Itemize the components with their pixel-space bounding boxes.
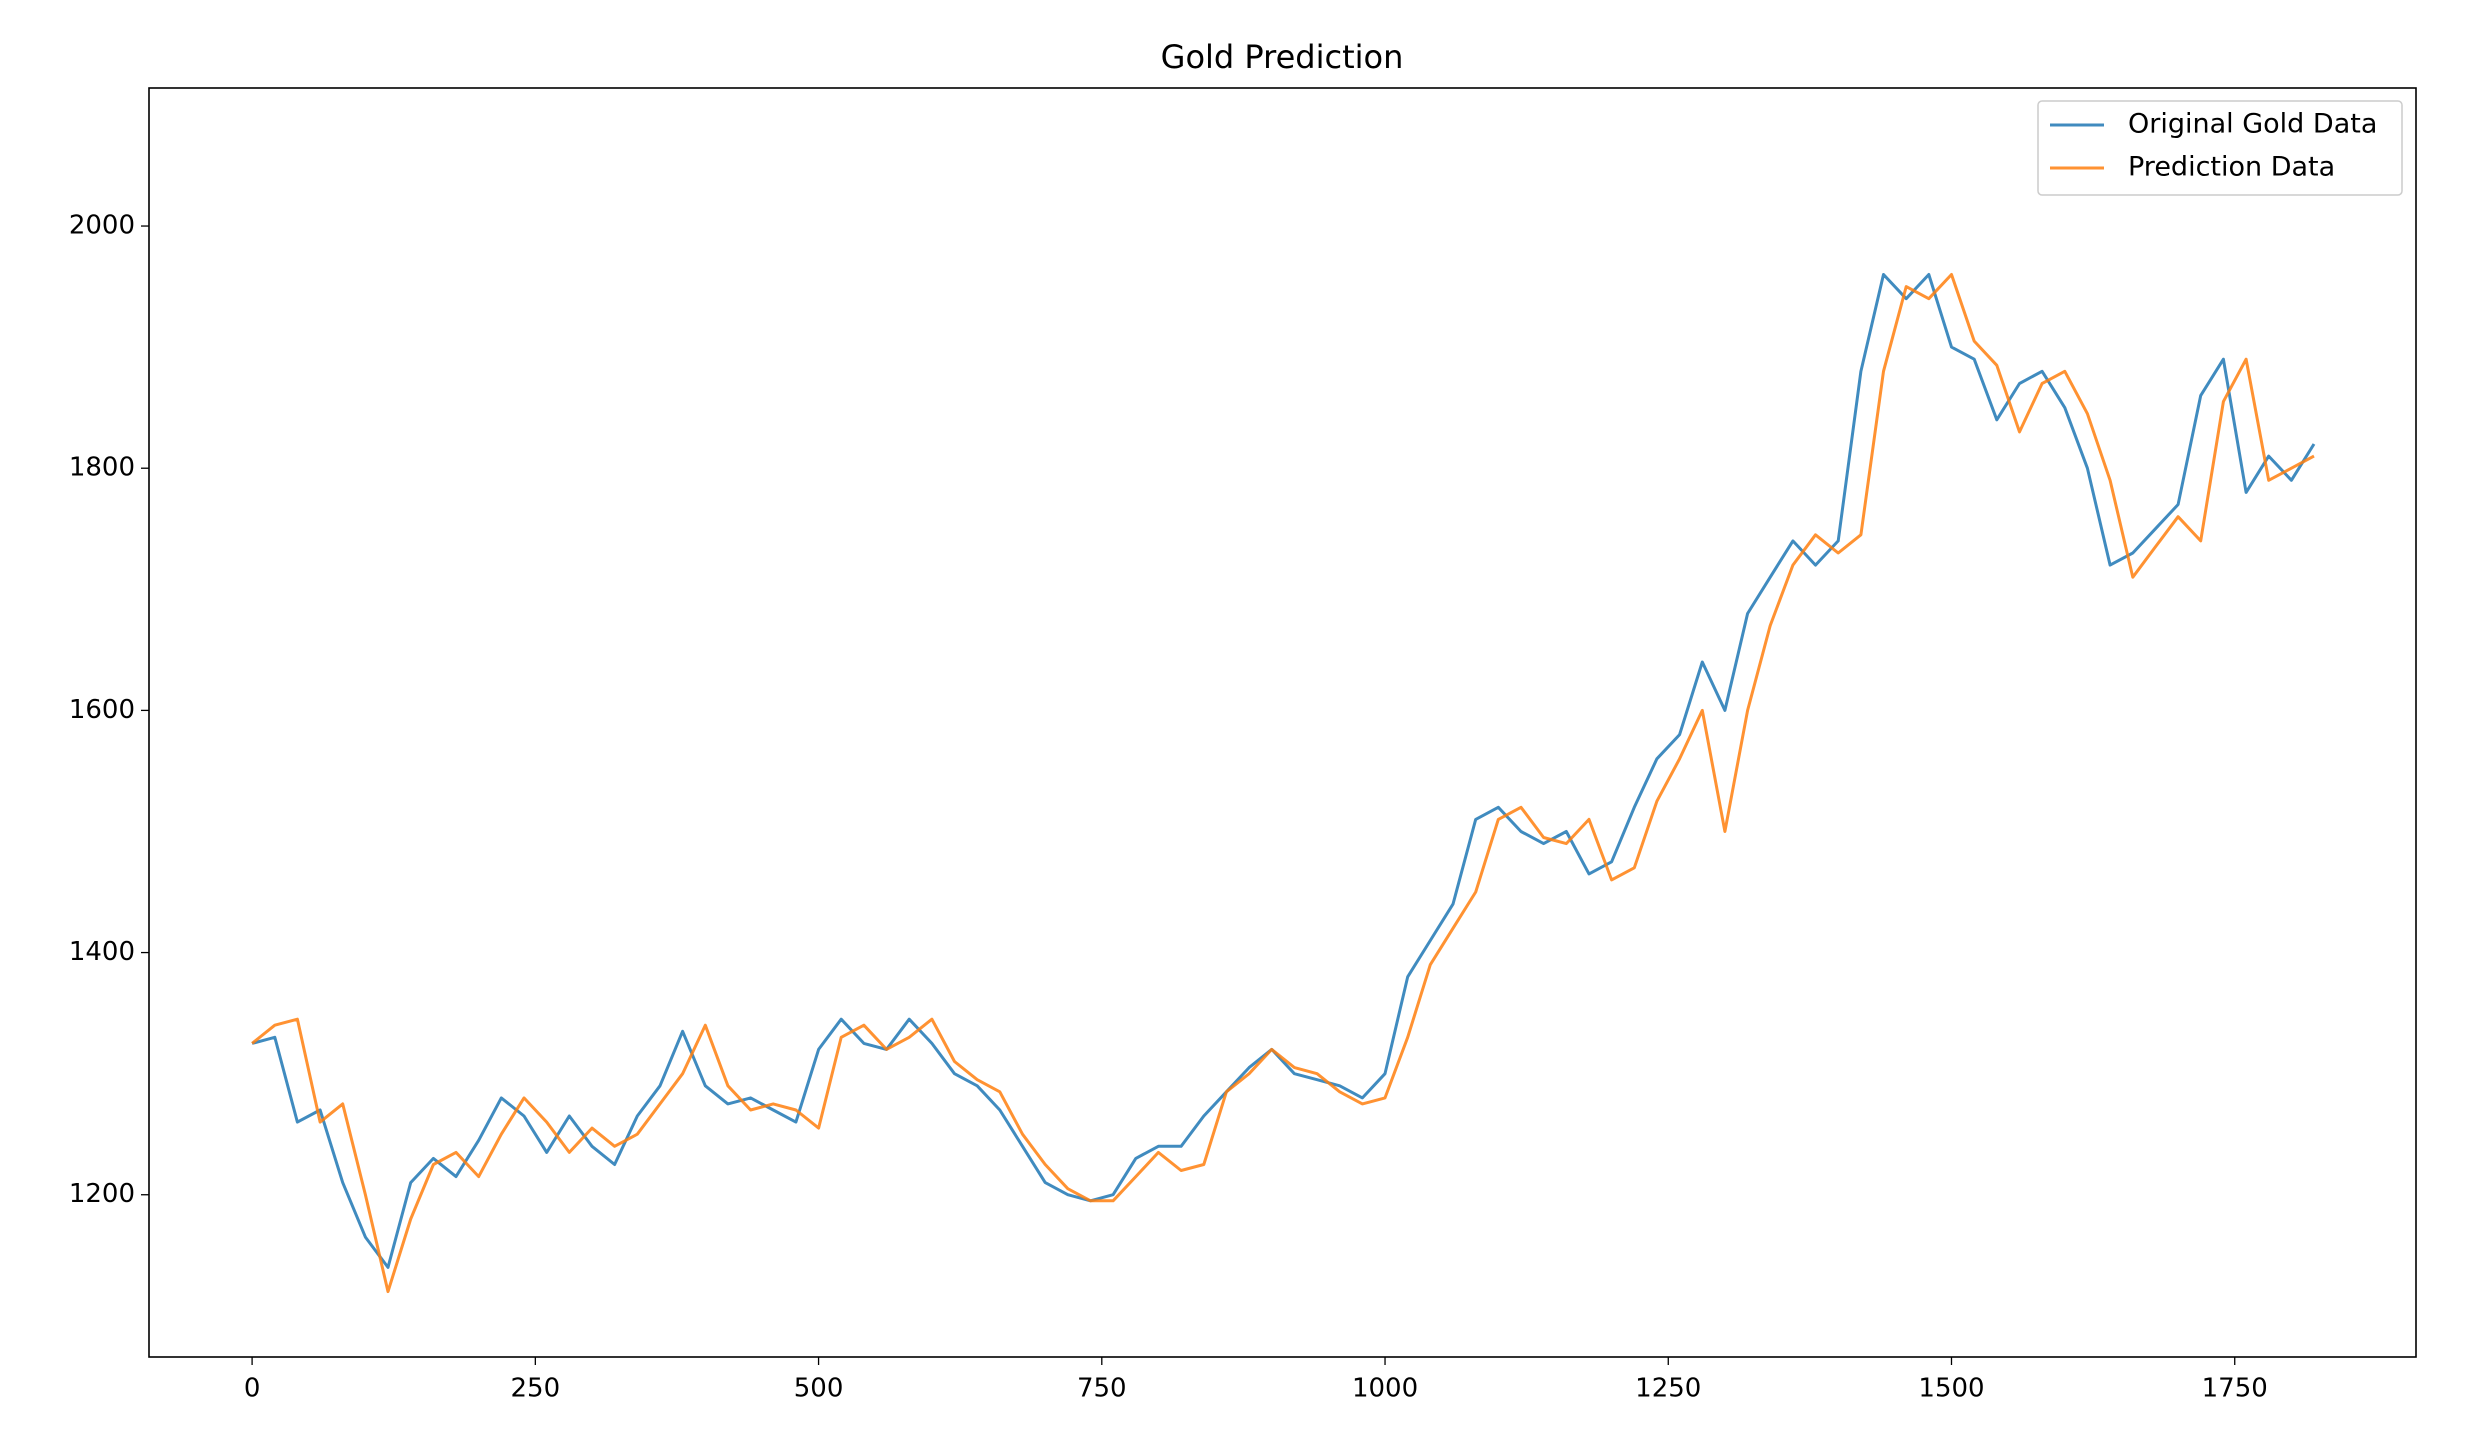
x-tick-label: 1500 [1918,1374,1984,1404]
legend-label: Original Gold Data [2128,109,2377,140]
y-tick-label: 1200 [69,1179,135,1209]
legend: Original Gold Data Prediction Data [2037,100,2403,196]
plot-frame [148,87,2417,1358]
x-tick-label: 1750 [2202,1374,2268,1404]
x-tick-label: 0 [244,1374,261,1404]
legend-label: Prediction Data [2128,152,2335,183]
chart-title: Gold Prediction [1161,38,1404,76]
data-line [251,273,2316,1269]
y-tick-label: 1600 [69,695,135,725]
x-tick-label: 1000 [1352,1374,1418,1404]
y-tick-label: 1800 [69,453,135,483]
x-tick-label: 750 [1077,1374,1127,1404]
legend-box [2037,100,2403,196]
x-tick-label: 1250 [1635,1374,1701,1404]
x-tick-label: 250 [511,1374,561,1404]
x-tick-label: 500 [794,1374,844,1404]
y-tick-label: 2000 [69,211,135,241]
data-line [251,273,2315,1294]
y-tick-label: 1400 [69,937,135,967]
